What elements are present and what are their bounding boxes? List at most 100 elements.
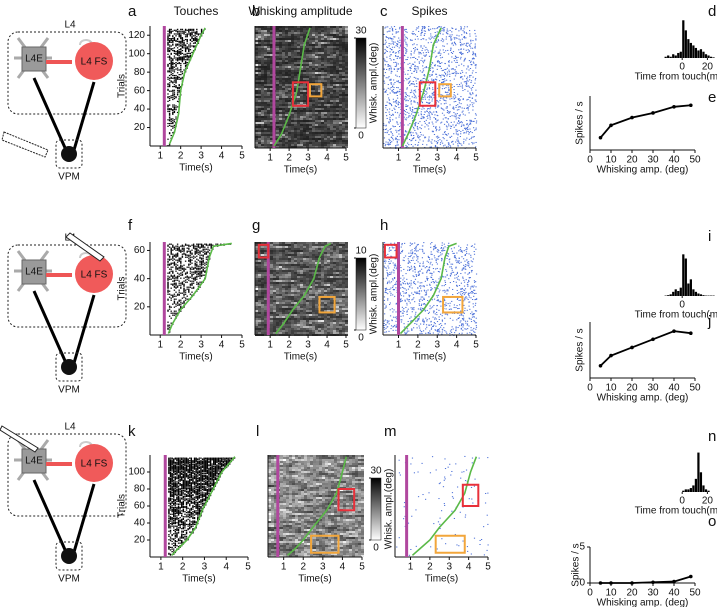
touch-dot xyxy=(197,249,200,251)
spike-dot xyxy=(431,130,434,132)
texture-cell xyxy=(285,110,288,112)
texture-cell xyxy=(288,90,291,92)
touch-dot xyxy=(183,47,185,49)
touch-dot xyxy=(173,94,176,96)
texture-cell xyxy=(339,112,342,114)
texture-cell xyxy=(303,120,306,122)
spike-dot xyxy=(432,70,434,72)
texture-cell xyxy=(324,48,327,50)
texture-cell xyxy=(261,108,264,110)
texture-cell xyxy=(294,50,297,52)
texture-cell xyxy=(333,102,336,104)
texture-cell xyxy=(267,80,270,82)
touch-dot xyxy=(167,287,169,289)
texture-cell xyxy=(336,92,339,94)
touch-dot xyxy=(186,266,188,268)
touch-dot xyxy=(186,54,188,56)
spike-dot xyxy=(404,118,406,120)
touch-dot xyxy=(200,263,203,265)
touch-dot xyxy=(168,108,171,110)
spike-dot xyxy=(405,100,407,102)
touch-dot xyxy=(192,287,195,289)
touch-dot xyxy=(183,300,185,302)
spike-dot xyxy=(407,56,409,58)
spike-dot xyxy=(415,68,417,70)
spike-dot xyxy=(445,36,448,38)
touch-dot xyxy=(192,244,195,246)
texture-cell xyxy=(261,242,264,244)
spike-dot xyxy=(424,122,426,124)
texture-cell xyxy=(279,146,282,148)
texture-cell xyxy=(327,26,330,28)
spike-dot xyxy=(448,112,450,114)
spike-dot xyxy=(399,122,402,124)
touch-dot xyxy=(200,271,203,273)
texture-cell xyxy=(291,64,294,66)
texture-cell xyxy=(318,110,321,112)
touch-dot xyxy=(175,253,177,255)
touch-dot xyxy=(167,89,169,91)
texture-cell xyxy=(312,66,315,68)
touch-dot xyxy=(167,281,169,283)
touch-dot xyxy=(192,46,195,48)
spike-dot xyxy=(409,62,411,64)
texture-cell xyxy=(309,30,312,32)
spike-dot xyxy=(396,87,398,89)
texture-cell xyxy=(288,78,291,80)
spike-dot xyxy=(443,45,445,47)
touch-dot xyxy=(178,43,180,45)
touch-dot xyxy=(173,119,176,121)
spike-dot xyxy=(404,38,406,40)
texture-cell xyxy=(297,130,300,132)
spike-dot xyxy=(386,68,388,70)
spike-dot xyxy=(397,101,399,103)
spike-dot xyxy=(420,34,422,36)
touch-dot xyxy=(178,84,180,86)
touch-dot xyxy=(197,259,200,261)
touch-dot xyxy=(172,280,174,282)
spike-dot xyxy=(430,96,433,98)
touch-dot xyxy=(176,243,179,245)
spike-dot xyxy=(470,60,472,62)
texture-cell xyxy=(267,60,270,62)
texture-cell xyxy=(321,36,324,38)
spike-dot xyxy=(446,93,448,95)
texture-cell xyxy=(306,144,309,146)
spike-dot xyxy=(414,101,416,103)
spike-dot xyxy=(392,139,394,141)
texture-cell xyxy=(327,50,330,52)
texture-cell xyxy=(324,76,327,78)
panel-title: Whisking amplitude xyxy=(248,4,352,18)
spike-dot xyxy=(470,82,472,84)
texture-cell xyxy=(294,58,297,60)
touch-dot xyxy=(172,125,174,127)
spike-dot xyxy=(393,36,395,38)
spike-dot xyxy=(474,118,476,120)
texture-cell xyxy=(300,86,303,88)
texture-cell xyxy=(285,40,288,42)
touch-dot xyxy=(172,110,174,112)
texture-cell xyxy=(264,54,267,56)
texture-cell xyxy=(285,90,288,92)
texture-cell xyxy=(336,42,339,44)
spike-dot xyxy=(424,27,426,29)
spike-dot xyxy=(405,92,407,94)
texture-cell xyxy=(327,242,330,244)
hist-bar xyxy=(707,55,710,58)
touch-dot xyxy=(194,279,196,281)
touch-dot xyxy=(178,96,180,98)
touch-dot xyxy=(175,255,177,257)
texture-cell xyxy=(345,124,348,126)
texture-cell xyxy=(276,114,279,116)
texture-cell xyxy=(312,136,315,138)
texture-cell xyxy=(285,250,288,252)
texture-cell xyxy=(345,64,348,66)
spike-dot xyxy=(387,143,389,145)
touch-dot xyxy=(204,252,206,254)
spike-dot xyxy=(423,121,426,123)
texture-cell xyxy=(258,74,261,76)
texture-cell xyxy=(285,244,288,246)
touch-dot xyxy=(175,249,177,251)
spike-dot xyxy=(444,71,446,73)
texture-cell xyxy=(312,86,315,88)
